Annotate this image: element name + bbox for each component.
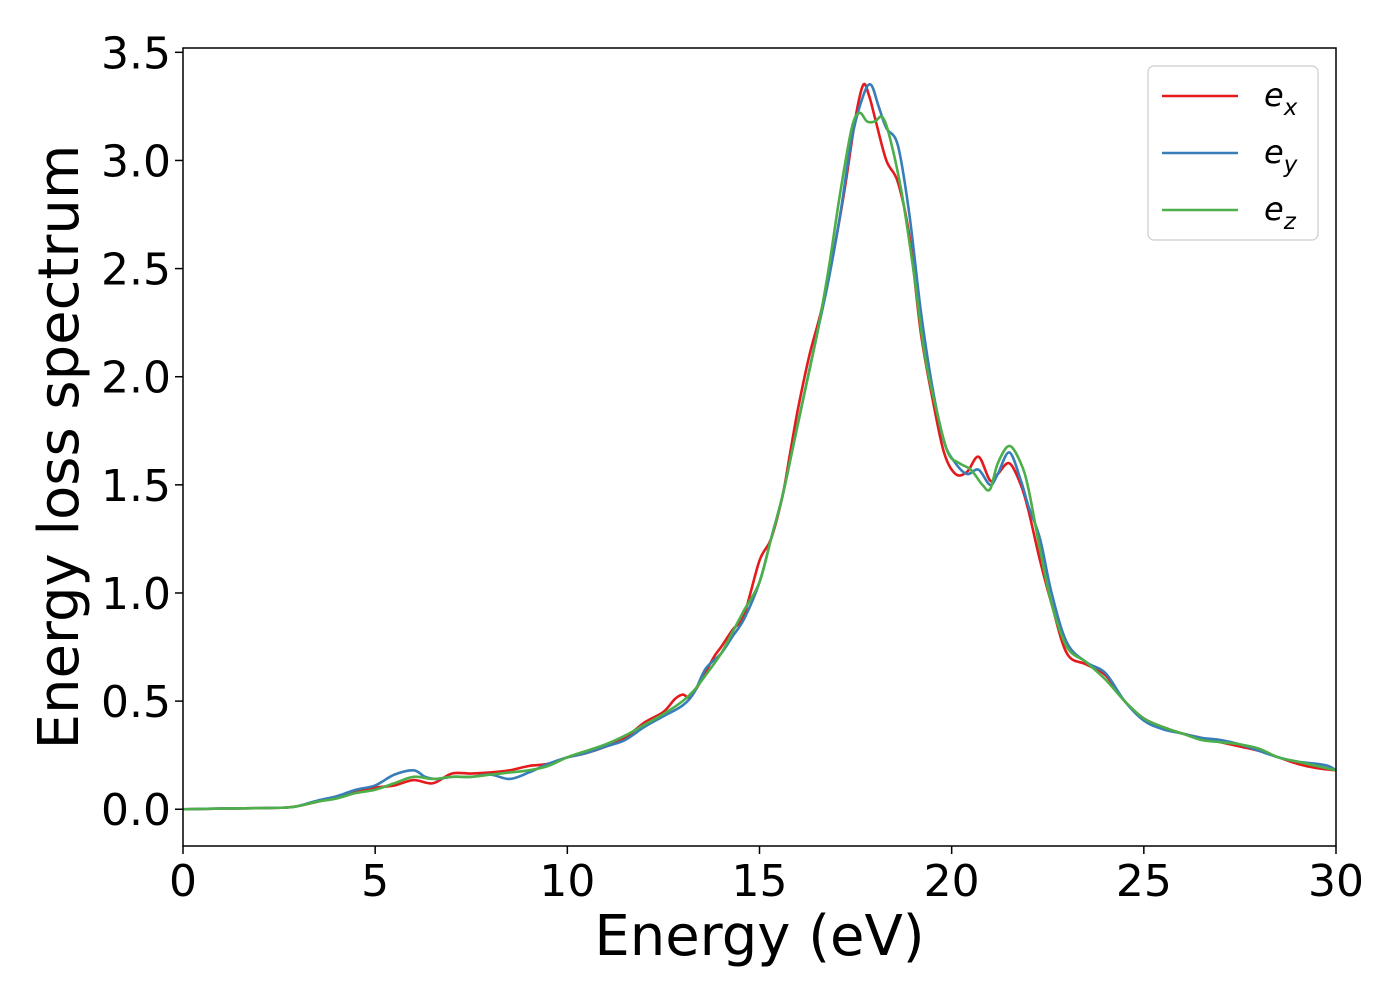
y-tick-label: 1.0 — [101, 569, 171, 620]
x-axis-title: Energy (eV) — [594, 904, 924, 969]
y-tick-label: 3.0 — [101, 136, 171, 187]
y-tick-label: 2.0 — [101, 353, 171, 404]
legend-label-y: ey — [1264, 133, 1298, 178]
y-tick-label: 3.5 — [101, 28, 171, 79]
plot-area — [182, 47, 1337, 847]
legend-label-subscript: x — [1283, 95, 1298, 121]
x-axis: 0 5 10 15 20 25 30 — [169, 846, 1364, 907]
y-tick-label: 2.5 — [101, 245, 171, 296]
legend-label-base: e — [1264, 76, 1284, 114]
legend-label-subscript: y — [1283, 152, 1298, 178]
legend-label-base: e — [1264, 133, 1284, 171]
legend-label-x: ex — [1264, 76, 1298, 121]
y-axis: 0.0 0.5 1.0 1.5 2.0 2.5 3.0 3.5 — [101, 28, 183, 836]
y-tick-label: 1.5 — [101, 461, 171, 512]
x-tick-label: 0 — [169, 856, 197, 907]
x-tick-label: 5 — [361, 856, 389, 907]
legend-label-base: e — [1264, 190, 1284, 228]
x-tick-label: 20 — [924, 856, 980, 907]
series-group — [183, 82, 1336, 811]
y-tick-label: 0.0 — [101, 785, 171, 836]
x-tick-label: 10 — [539, 856, 595, 907]
y-tick-label: 0.5 — [101, 677, 171, 728]
x-tick-label: 25 — [1116, 856, 1172, 907]
legend-label-z: ez — [1264, 190, 1297, 235]
x-tick-label: 30 — [1308, 856, 1364, 907]
series-line-z — [183, 111, 1336, 811]
legend-label-subscript: z — [1283, 209, 1297, 235]
x-tick-label: 15 — [732, 856, 788, 907]
y-axis-title: Energy loss spectrum — [27, 145, 92, 750]
